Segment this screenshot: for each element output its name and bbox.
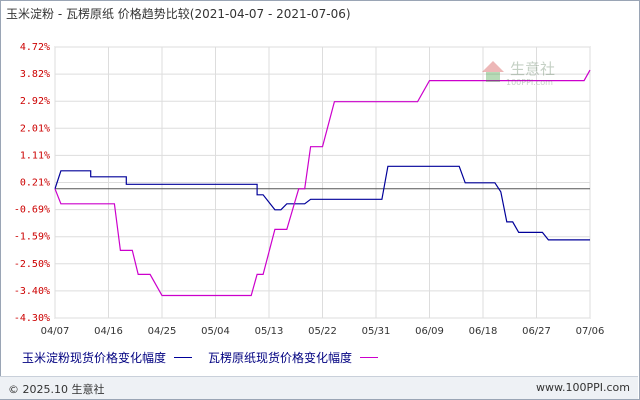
y-tick-label: -2.50% [14,259,50,270]
chart-title: 玉米淀粉 - 瓦楞原纸 价格趋势比较(2021-04-07 - 2021-07-… [6,7,351,21]
y-tick-label: 2.01% [20,123,50,134]
series-line-1 [54,165,590,241]
legend-item-series1-label: 玉米淀粉现货价格变化幅度 [22,351,167,365]
y-tick-label: -3.40% [14,286,50,297]
y-tick-label: 2.92% [20,96,50,107]
watermark-logo: 生意社 100PPI.com [478,52,578,96]
series-lines [54,69,591,297]
footer-bar: © 2025.10 生意社 www.100PPI.com [0,376,638,399]
legend-item-series2-swatch [360,357,379,358]
x-axis-ticks: 04/07 04/16 04/25 05/04 05/13 05/22 05/31 06/09… [41,326,605,337]
watermark-url: 100PPI.com [506,78,553,87]
grid [54,46,591,319]
house-body-icon [486,72,500,82]
y-tick-label: 1.11% [20,150,50,161]
x-tick-label: 04/07 [41,326,70,337]
legend: 玉米淀粉现货价格变化幅度 瓦楞原纸现货价格变化幅度 [22,349,394,366]
x-tick-label: 06/09 [415,326,444,337]
y-tick-label: 3.82% [20,69,50,80]
footer-url[interactable]: www.100PPI.com [536,381,630,394]
x-tick-label: 07/06 [576,326,605,337]
series-line-2 [54,69,591,297]
legend-item-series2-label: 瓦楞原纸现货价格变化幅度 [208,351,353,365]
x-tick-label: 05/31 [362,326,391,337]
y-tick-label: -0.69% [14,205,50,216]
x-tick-label: 04/25 [148,326,177,337]
y-tick-label: -4.30% [14,313,50,324]
x-tick-label: 04/16 [94,326,123,337]
y-tick-label: -1.59% [14,232,50,243]
x-tick-label: 05/13 [255,326,284,337]
x-tick-label: 06/27 [522,326,551,337]
x-tick-label: 05/04 [201,326,230,337]
house-roof-icon [482,61,504,72]
y-tick-label: 0.21% [20,178,50,189]
watermark-name: 生意社 [510,60,555,78]
y-axis-ticks: 4.72% 3.82% 2.92% 2.01% 1.11% 0.21% -0.69% -1.5… [14,42,50,324]
footer-copyright: © 2025.10 生意社 [8,383,105,396]
x-tick-label: 06/18 [469,326,498,337]
x-tick-label: 05/22 [308,326,337,337]
legend-item-series1-swatch [174,357,193,358]
y-tick-label: 4.72% [20,42,50,53]
